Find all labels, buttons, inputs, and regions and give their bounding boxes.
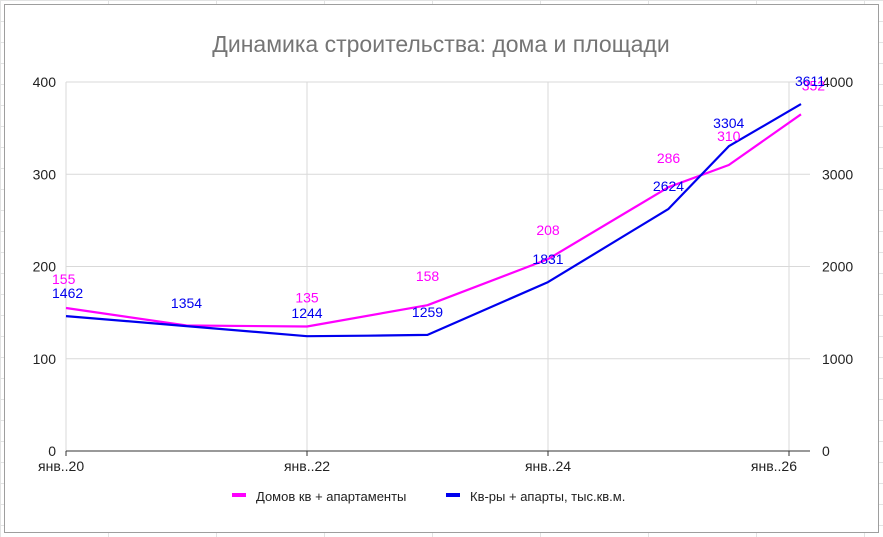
legend-item-2[interactable]: Кв-ры + апарты, тыс.кв.м. xyxy=(446,489,625,504)
y-right-tick-label: 3000 xyxy=(822,166,853,182)
grid xyxy=(65,81,810,451)
chart-title: Динамика строительства: дома и площади xyxy=(212,31,669,57)
y-left-tick-label: 400 xyxy=(33,74,57,90)
data-label: 1354 xyxy=(171,295,202,311)
data-label: 1831 xyxy=(532,251,563,267)
data-labels: 155 135 158 208 286 310 352 1462 1354 1244 1259 183… xyxy=(52,73,825,321)
data-label: 208 xyxy=(536,222,560,238)
chart-card[interactable] xyxy=(4,4,879,533)
y-left-tick-label: 200 xyxy=(33,259,57,275)
y-left-tick-label: 300 xyxy=(33,166,57,182)
x-tick-label: янв..26 xyxy=(751,458,797,474)
y-left-tick-label: 100 xyxy=(33,351,57,367)
series xyxy=(65,103,802,338)
data-label: 2624 xyxy=(653,178,684,194)
x-tick-label: янв..20 xyxy=(38,458,84,474)
y-right-tick-label: 2000 xyxy=(822,259,853,275)
x-tick-label: янв..22 xyxy=(284,458,330,474)
y-right-tick-label: 0 xyxy=(822,443,830,459)
data-label: 1244 xyxy=(291,305,322,321)
data-label: 286 xyxy=(657,150,681,166)
x-tick-label: янв..24 xyxy=(525,458,571,474)
legend-label: Домов кв + апартаменты xyxy=(256,489,406,504)
data-label: 158 xyxy=(416,268,440,284)
data-label: 310 xyxy=(717,128,741,144)
series-line-2[interactable] xyxy=(65,103,802,338)
data-label: 352 xyxy=(802,77,826,93)
legend-item-1[interactable]: Домов кв + апартаменты xyxy=(232,489,406,504)
data-label: 135 xyxy=(295,289,319,305)
y-right-tick-label: 4000 xyxy=(822,74,853,90)
legend[interactable]: Домов кв + апартаменты Кв-ры + апарты, ты… xyxy=(232,489,625,504)
data-label: 1462 xyxy=(52,285,83,301)
data-label: 1259 xyxy=(412,304,443,320)
legend-swatch xyxy=(446,493,460,497)
legend-label: Кв-ры + апарты, тыс.кв.м. xyxy=(470,489,625,504)
data-label: 3304 xyxy=(713,115,744,131)
data-label: 155 xyxy=(52,271,76,287)
series-line-1[interactable] xyxy=(65,113,802,328)
y-left-tick-label: 0 xyxy=(48,443,56,459)
legend-swatch xyxy=(232,493,246,497)
y-right-tick-label: 1000 xyxy=(822,351,853,367)
data-label: 3611 xyxy=(795,73,825,89)
